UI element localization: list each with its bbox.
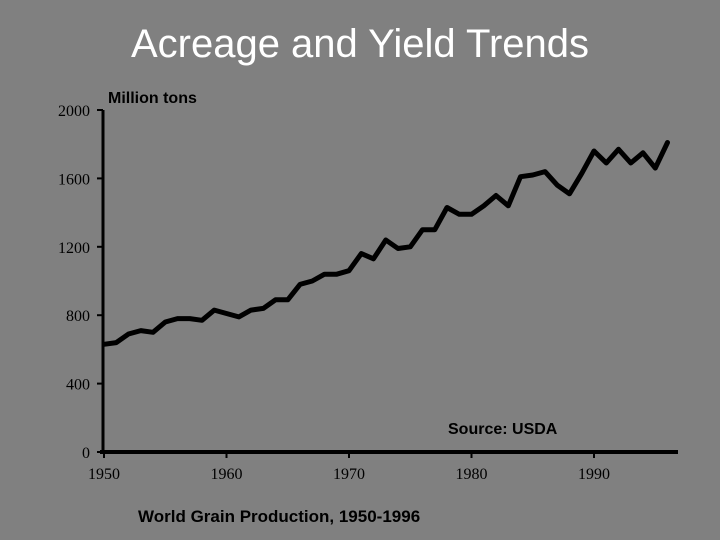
data-point	[372, 257, 375, 261]
data-point	[617, 147, 620, 151]
data-point	[543, 170, 547, 174]
data-point	[176, 317, 179, 321]
data-point	[347, 269, 351, 273]
data-point	[310, 279, 314, 283]
data-point	[261, 306, 265, 310]
y-tick-label: 0	[82, 445, 90, 462]
x-tick-label: 1950	[88, 466, 120, 483]
data-point	[114, 341, 118, 345]
y-tick-label: 400	[66, 377, 90, 394]
data-point	[188, 317, 192, 321]
x-tick-label: 1980	[456, 466, 488, 483]
data-point	[396, 247, 400, 251]
chart-title: World Grain Production, 1950-1996	[138, 507, 420, 526]
data-point	[274, 298, 277, 302]
source-note: Source: USDA	[448, 421, 558, 438]
data-point	[653, 166, 657, 170]
x-tick-label: 1990	[578, 466, 610, 483]
data-point	[384, 238, 388, 242]
data-point	[286, 298, 290, 302]
data-point	[421, 228, 424, 232]
data-point	[494, 194, 498, 197]
data-point	[225, 311, 228, 315]
data-point	[102, 342, 106, 346]
data-point	[445, 205, 449, 209]
y-axis-label: Million tons	[108, 90, 197, 107]
data-point	[457, 212, 461, 216]
y-tick-label: 1600	[58, 171, 90, 188]
data-point	[200, 318, 204, 322]
data-point	[519, 175, 522, 179]
data-point	[408, 245, 412, 249]
data-point	[568, 192, 571, 196]
x-tick-label: 1970	[333, 466, 365, 483]
y-tick-label: 2000	[58, 103, 90, 120]
data-point	[470, 212, 473, 216]
data-point	[249, 308, 253, 312]
data-point	[151, 330, 155, 334]
slide-title: Acreage and Yield Trends	[130, 22, 590, 66]
data-point	[139, 329, 143, 333]
data-point	[298, 282, 302, 286]
y-tick-label: 800	[66, 308, 90, 325]
data-point	[666, 140, 669, 144]
data-point	[506, 204, 510, 208]
data-point	[433, 228, 437, 232]
data-point	[237, 315, 241, 319]
data-point	[641, 151, 645, 155]
data-point	[359, 252, 363, 256]
data-point	[555, 183, 559, 187]
data-point	[335, 272, 339, 276]
data-point	[163, 320, 167, 324]
data-point	[604, 161, 608, 165]
data-point	[592, 149, 596, 153]
data-point	[212, 308, 216, 312]
x-tick-label: 1960	[211, 466, 243, 483]
data-point	[580, 171, 584, 175]
data-point	[127, 332, 130, 336]
data-point	[531, 173, 535, 177]
y-tick-label: 1200	[58, 240, 90, 257]
data-point	[482, 204, 486, 208]
data-point	[323, 272, 326, 276]
data-point	[629, 161, 633, 165]
